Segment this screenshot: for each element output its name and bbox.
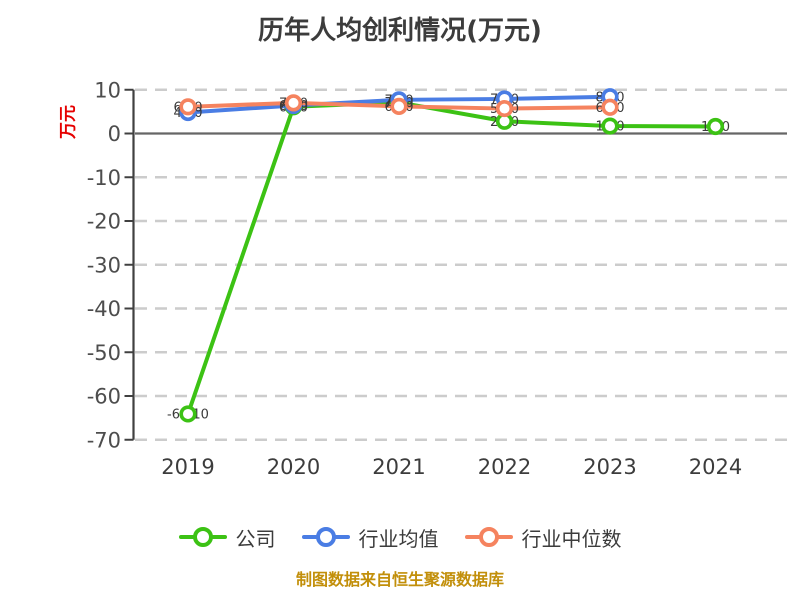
industry-mean-dot-icon <box>315 527 336 547</box>
data-point-marker-industry-median <box>495 99 514 118</box>
series-line-company <box>186 100 718 416</box>
legend-label-industry-median: 行业中位数 <box>521 526 622 551</box>
y-tick-label: -10 <box>87 166 121 190</box>
data-point-marker-company <box>179 405 197 423</box>
data-point-marker-industry-median <box>179 98 197 116</box>
x-tick-label: 2022 <box>478 455 531 479</box>
source-note: 制图数据来自恒生聚源数据库 <box>295 570 504 589</box>
data-point-marker-industry-median <box>284 94 303 112</box>
legend: 公司 行业均值 行业中位数 <box>0 521 800 553</box>
y-tick-label: -60 <box>87 385 121 409</box>
legend-item-industry-median: 行业中位数 <box>464 523 622 552</box>
data-point-marker-company <box>601 117 619 135</box>
data-point-marker-industry-median <box>390 97 408 115</box>
chart-title: 历年人均创利情况(万元) <box>258 16 542 46</box>
x-tick-label: 2019 <box>161 455 214 479</box>
x-tick-label: 2021 <box>372 455 425 479</box>
y-tick-label: -40 <box>87 297 121 321</box>
data-point-marker-company <box>706 117 725 136</box>
industry-mean-line-marker-icon <box>301 527 350 547</box>
company-line-marker-icon <box>178 527 227 547</box>
y-tick-label: -30 <box>87 253 121 277</box>
legend-label-company: 公司 <box>235 526 276 551</box>
x-tick-label: 2023 <box>583 455 636 479</box>
y-tick-label: -20 <box>87 210 121 234</box>
legend-label-industry-mean: 行业均值 <box>358 526 439 551</box>
industry-median-line-marker-icon <box>464 527 513 547</box>
y-tick-label: -70 <box>87 428 121 452</box>
data-point-marker-industry-median <box>601 98 619 116</box>
x-tick-label: 2024 <box>689 455 742 479</box>
y-tick-label: -50 <box>87 341 121 365</box>
y-tick-label: 0 <box>108 122 121 146</box>
company-dot-icon <box>192 527 213 547</box>
legend-item-industry-mean: 行业均值 <box>301 523 439 552</box>
industry-median-dot-icon <box>478 527 499 547</box>
y-tick-label: 10 <box>94 78 121 102</box>
legend-item-company: 公司 <box>178 523 276 552</box>
x-tick-label: 2020 <box>267 455 320 479</box>
